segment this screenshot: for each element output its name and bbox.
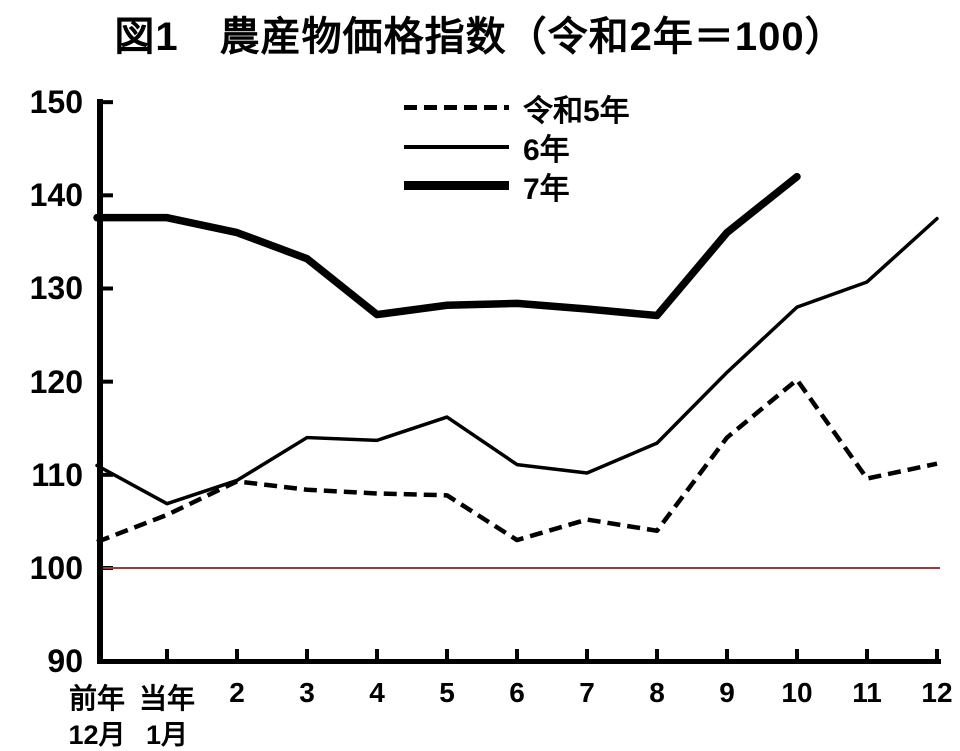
y-axis-tick-label: 150	[29, 84, 83, 121]
x-axis-tick-sublabel: 12月	[68, 720, 126, 750]
x-axis-tick-label: 9	[719, 677, 735, 708]
x-axis-tick-sublabel: 1月	[145, 720, 189, 750]
series-line-dashed	[96, 377, 938, 545]
y-tick	[103, 193, 113, 198]
legend-item: 令和5年	[404, 88, 630, 128]
series-line-thick-solid	[93, 172, 801, 320]
y-tick	[103, 286, 113, 291]
legend-label: 令和5年	[523, 94, 630, 128]
x-tick	[725, 649, 729, 659]
y-tick	[103, 100, 113, 105]
legend-line-sample-thick-solid	[404, 181, 509, 190]
y-tick	[103, 379, 113, 384]
y-axis-tick-label: 90	[47, 643, 83, 680]
legend-label: 6年	[523, 133, 570, 167]
legend-line-sample-dashed	[404, 105, 509, 110]
x-axis-tick-label: 前年	[68, 683, 125, 714]
y-tick	[103, 472, 113, 477]
x-tick	[795, 649, 799, 659]
legend-line-sample-thin-solid	[404, 144, 509, 149]
x-axis-tick-label: 5	[439, 677, 455, 708]
legend-item: 6年	[404, 127, 630, 167]
x-tick	[655, 649, 659, 659]
x-tick	[305, 649, 309, 659]
x-tick	[165, 649, 169, 659]
x-axis-tick-label: 3	[299, 677, 315, 708]
legend-label: 7年	[523, 172, 570, 206]
x-tick	[585, 649, 589, 659]
y-axis-tick-label: 120	[29, 363, 83, 400]
chart-title: 図1 農産物価格指数（令和2年＝100）	[114, 15, 846, 59]
y-axis	[97, 99, 103, 664]
x-axis-tick-label: 11	[852, 677, 882, 708]
x-axis-tick-label: 12	[921, 677, 953, 708]
x-axis-tick-label: 7	[579, 677, 595, 708]
y-axis-tick-label: 110	[31, 456, 83, 493]
x-tick	[865, 649, 869, 659]
x-tick	[935, 649, 939, 659]
x-axis-tick-label: 当年	[138, 683, 195, 714]
x-axis-tick-label: 8	[649, 677, 665, 708]
x-axis-tick-label: 10	[781, 677, 813, 708]
y-axis-tick-label: 100	[29, 550, 83, 586]
x-axis	[97, 659, 941, 664]
series-line-thin-solid	[95, 216, 939, 506]
x-tick	[515, 649, 519, 659]
x-axis-tick-label: 2	[229, 677, 245, 708]
x-axis-tick-label: 6	[509, 677, 525, 708]
legend: 令和5年 6年 7年	[404, 88, 630, 206]
x-tick	[235, 649, 239, 659]
x-axis-tick-label: 4	[369, 677, 385, 708]
legend-item: 7年	[404, 166, 630, 206]
y-axis-tick-label: 140	[29, 177, 83, 214]
y-axis-tick-label: 130	[29, 270, 83, 307]
x-tick	[375, 649, 379, 659]
x-tick	[445, 649, 449, 659]
